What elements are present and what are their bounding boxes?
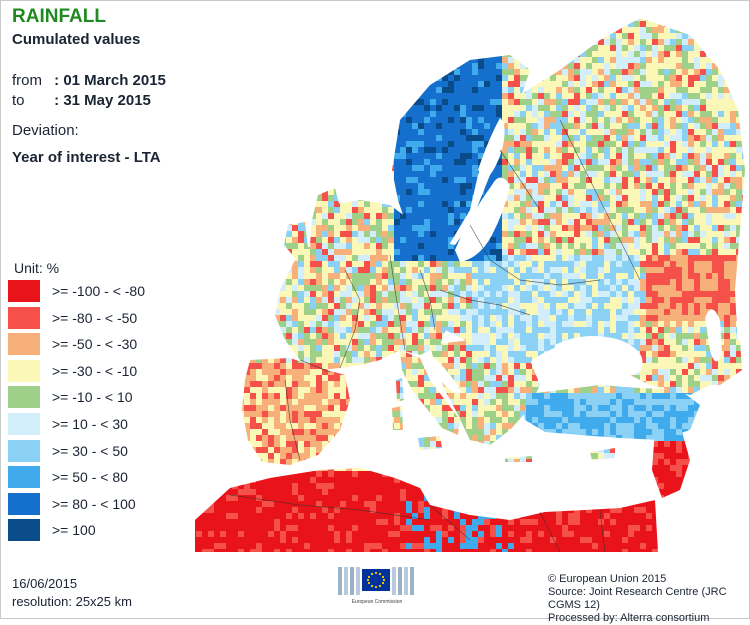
legend-label: >= 100 <box>52 522 96 538</box>
legend-label: >= -30 - < -10 <box>52 363 137 379</box>
logo-text: European Commission <box>352 599 403 605</box>
legend-swatch <box>8 493 40 515</box>
deviation-label: Deviation: <box>12 122 79 139</box>
legend-swatch <box>8 440 40 462</box>
resolution: resolution: 25x25 km <box>12 594 132 609</box>
legend-swatch <box>8 466 40 488</box>
european-commission-logo: European Commission <box>338 565 416 611</box>
legend-label: >= -50 - < -30 <box>52 336 137 352</box>
map-subtitle: Cumulated values <box>12 31 140 48</box>
credit-copyright: © European Union 2015 <box>548 573 750 586</box>
legend-swatch <box>8 519 40 541</box>
from-value: : 01 March 2015 <box>54 72 166 89</box>
legend-swatch <box>8 360 40 382</box>
deviation-value: Year of interest - LTA <box>12 149 161 166</box>
legend-label: >= -100 - < -80 <box>52 283 145 299</box>
period-from: from : 01 March 2015 <box>12 72 166 89</box>
legend-swatch <box>8 280 40 302</box>
legend-label: >= 80 - < 100 <box>52 496 136 512</box>
to-value: : 31 May 2015 <box>54 92 151 109</box>
legend-label: >= -10 - < 10 <box>52 389 133 405</box>
legend-swatch <box>8 307 40 329</box>
legend-label: >= 10 - < 30 <box>52 416 128 432</box>
legend-label: >= 50 - < 80 <box>52 469 128 485</box>
credit-source: Source: Joint Research Centre (JRC CGMS … <box>548 586 750 612</box>
to-label: to <box>12 92 50 109</box>
legend-swatch <box>8 413 40 435</box>
legend-unit: Unit: % <box>14 260 59 276</box>
legend-label: >= 30 - < 50 <box>52 443 128 459</box>
credits: © European Union 2015 Source: Joint Rese… <box>548 573 750 625</box>
map-title: RAINFALL <box>12 6 106 28</box>
from-label: from <box>12 72 50 89</box>
legend-swatch <box>8 333 40 355</box>
legend-label: >= -80 - < -50 <box>52 310 137 326</box>
legend-swatch <box>8 386 40 408</box>
period-to: to : 31 May 2015 <box>12 92 151 109</box>
issue-date: 16/06/2015 <box>12 576 77 591</box>
